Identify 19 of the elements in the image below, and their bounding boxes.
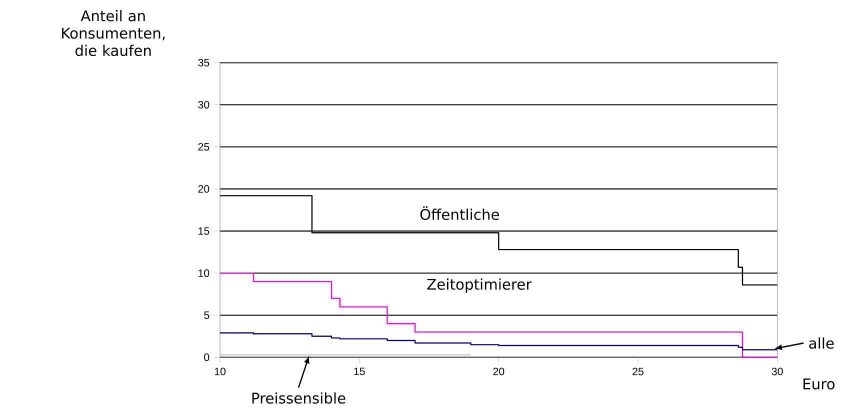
x-tick-label: 25: [632, 368, 644, 376]
y-tick-label: 15: [198, 227, 210, 235]
annotation: Öffentliche: [420, 206, 500, 220]
annotation: Preissensible: [252, 392, 346, 404]
y-tick-label: 5: [204, 311, 210, 319]
y-axis-title: Anteil an Konsumenten, die kaufen: [62, 10, 165, 56]
annotation: Zeitoptimierer: [427, 278, 532, 293]
y-tick-label: 0: [204, 353, 210, 362]
x-axis-title: Euro: [803, 378, 835, 390]
y-tick-label: 20: [198, 185, 210, 193]
x-tick-label: 10: [214, 368, 226, 376]
y-tick-label: 35: [198, 58, 210, 66]
x-tick-label: 30: [772, 368, 783, 376]
y-tick-label: 25: [198, 143, 210, 151]
x-tick-label: 15: [354, 368, 365, 376]
y-tick-label: 30: [198, 100, 210, 108]
annotation: alle: [809, 337, 834, 349]
x-tick-label: 20: [493, 368, 504, 376]
y-tick-label: 10: [198, 269, 210, 277]
